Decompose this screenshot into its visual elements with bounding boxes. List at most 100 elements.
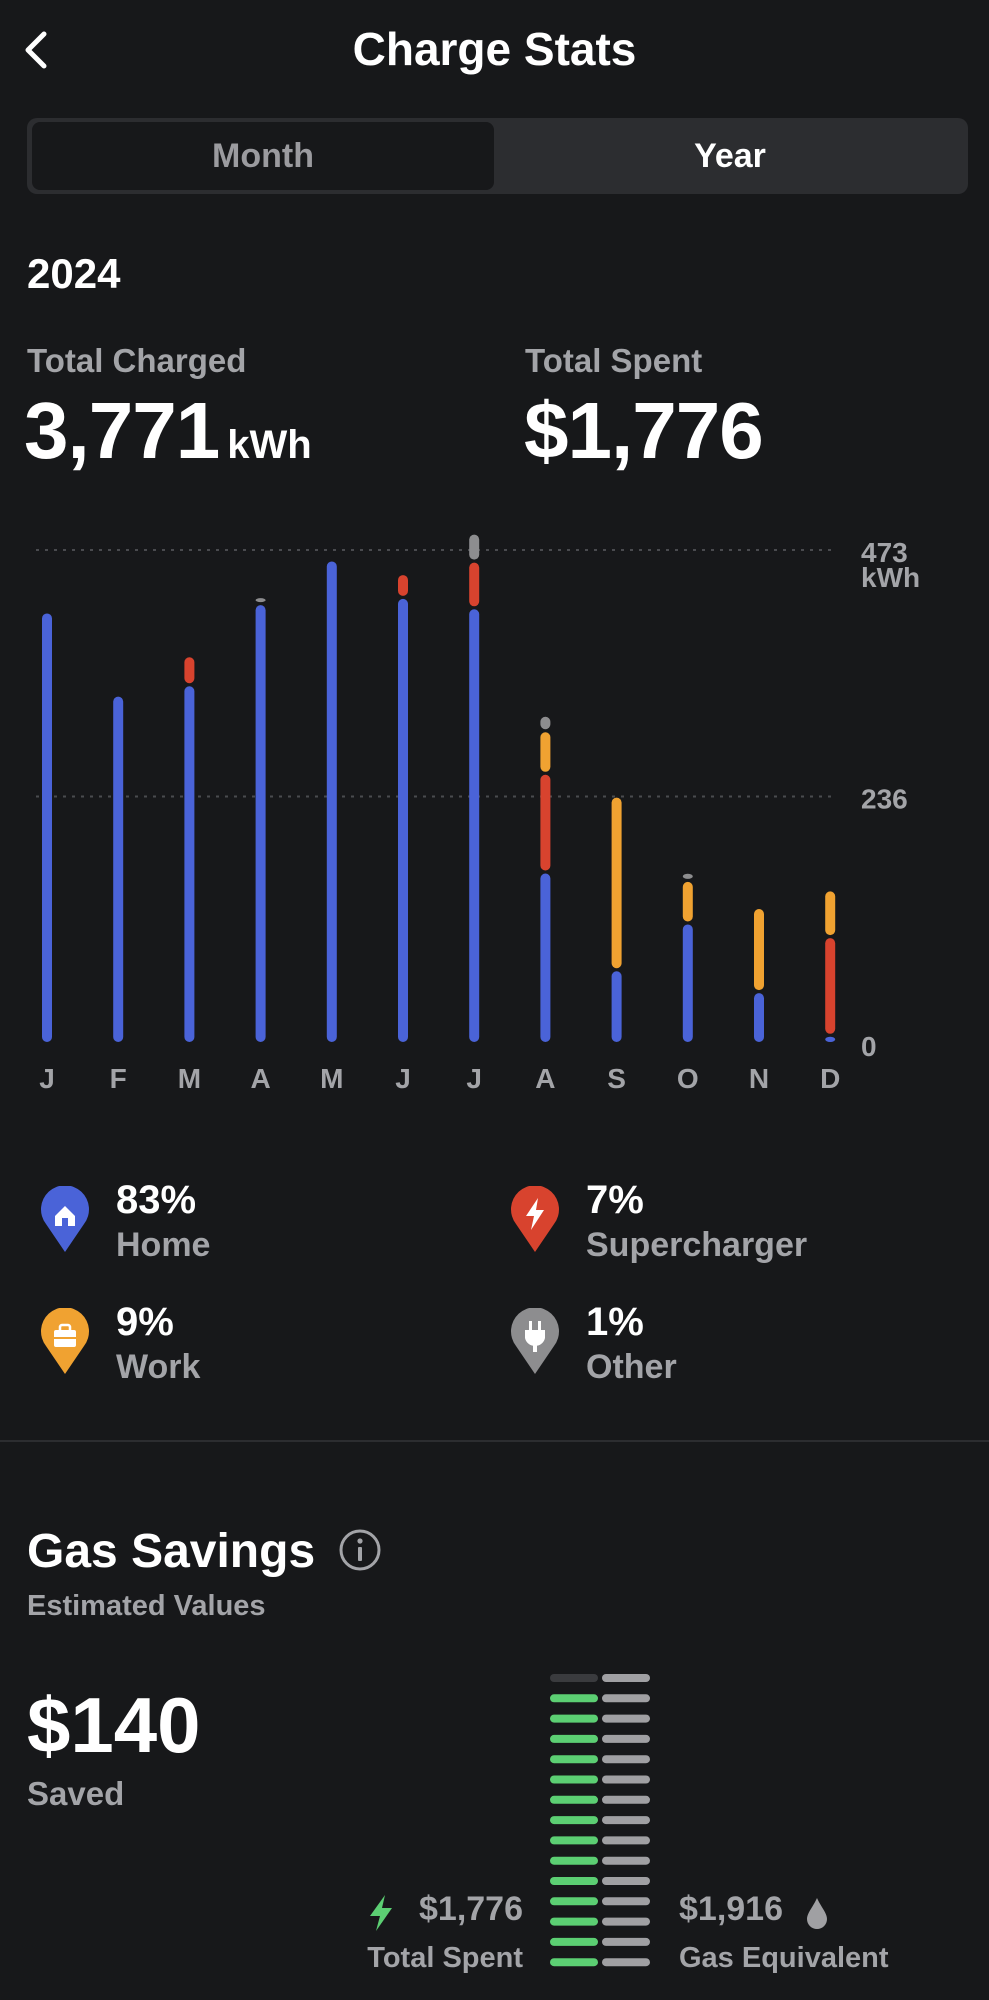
bar-segment-work bbox=[682, 881, 693, 922]
spent-bar-step bbox=[550, 1755, 598, 1764]
bar-segment-other bbox=[469, 534, 480, 560]
spent-bar-step bbox=[550, 1958, 598, 1967]
x-tick-label: M bbox=[320, 1063, 343, 1094]
gas-bar-step bbox=[602, 1836, 650, 1845]
bar-segment-other bbox=[540, 716, 551, 730]
total-charged-value: 3,771 kWh bbox=[24, 385, 312, 477]
spent-bar-step bbox=[550, 1937, 598, 1946]
x-tick-label: A bbox=[535, 1063, 555, 1094]
spent-bar-step bbox=[550, 1734, 598, 1743]
total-spent-caption: Total Spent bbox=[367, 1942, 523, 1974]
briefcase-icon bbox=[41, 1308, 89, 1374]
header: Charge Stats bbox=[0, 0, 989, 100]
spent-bar-step bbox=[550, 1917, 598, 1926]
segment-year[interactable]: Year bbox=[694, 137, 766, 175]
gas-bar-step bbox=[602, 1734, 650, 1743]
bar-segment-home bbox=[113, 696, 124, 1042]
saved-value: $140 bbox=[27, 1681, 201, 1769]
legend-home-pct: 83% bbox=[116, 1178, 197, 1222]
total-spent-value: $1,776 bbox=[524, 386, 764, 475]
gas-equivalent-caption: Gas Equivalent bbox=[679, 1942, 889, 1974]
home-icon bbox=[41, 1186, 89, 1252]
x-tick-label: J bbox=[39, 1063, 55, 1094]
page-title: Charge Stats bbox=[352, 23, 637, 75]
bar-segment-home bbox=[42, 613, 52, 1042]
legend-home-name: Home bbox=[116, 1226, 211, 1264]
x-tick-label: S bbox=[607, 1063, 626, 1094]
info-icon bbox=[339, 1529, 381, 1571]
monthly-charge-chart: 473 236 0 kWh J F M A M J J A S O N D bbox=[36, 534, 920, 1094]
y-tick-label: 0 bbox=[861, 1031, 877, 1062]
spent-bar-step bbox=[550, 1775, 598, 1784]
spent-bar-step bbox=[550, 1836, 598, 1845]
spent-bar-step bbox=[550, 1674, 598, 1682]
legend-supercharger-name: Supercharger bbox=[586, 1226, 808, 1264]
spent-bar-step bbox=[550, 1877, 598, 1885]
gas-bar-step bbox=[602, 1694, 650, 1703]
bar-segment-home bbox=[611, 971, 622, 1042]
plug-icon bbox=[511, 1308, 559, 1374]
gas-bar-step bbox=[602, 1714, 650, 1723]
bar-segment-supercharger bbox=[184, 657, 195, 684]
total-spent-label: Total Spent bbox=[525, 342, 703, 379]
y-tick-label: 236 bbox=[861, 784, 908, 815]
x-tick-label: O bbox=[677, 1063, 699, 1094]
x-tick-label: M bbox=[178, 1063, 201, 1094]
spent-bar-step bbox=[550, 1694, 598, 1703]
bar-segment-other bbox=[255, 598, 266, 603]
back-button[interactable] bbox=[18, 26, 58, 74]
legend-supercharger-pct: 7% bbox=[586, 1178, 644, 1222]
bar-segment-work bbox=[754, 908, 764, 991]
bar-segment-other bbox=[682, 873, 693, 879]
saved-label: Saved bbox=[27, 1775, 125, 1812]
total-charged-unit: kWh bbox=[227, 423, 312, 467]
gas-bar-step bbox=[602, 1917, 650, 1926]
total-spent-amount: $1,776 bbox=[419, 1890, 523, 1928]
bolt-icon bbox=[511, 1186, 559, 1252]
gas-bar-step bbox=[602, 1897, 650, 1906]
x-tick-label: A bbox=[250, 1063, 270, 1094]
gas-bar-step bbox=[602, 1856, 650, 1865]
legend-supercharger: 7% Supercharger bbox=[510, 1178, 910, 1278]
bar-segment-home bbox=[540, 873, 551, 1042]
bar-segment-home bbox=[255, 605, 266, 1042]
bar-segment-supercharger bbox=[398, 575, 408, 596]
total-charged-label: Total Charged bbox=[27, 342, 247, 379]
gas-equivalent-amount: $1,916 bbox=[679, 1890, 783, 1928]
x-tick-label: D bbox=[820, 1063, 840, 1094]
gas-bar-step bbox=[602, 1795, 650, 1804]
spent-bar-step bbox=[550, 1714, 598, 1723]
section-divider bbox=[0, 1440, 989, 1442]
gas-bar-step bbox=[602, 1755, 650, 1764]
spent-bar-step bbox=[550, 1816, 598, 1825]
bar-segment-home bbox=[184, 686, 195, 1042]
bar-segment-home bbox=[682, 924, 693, 1042]
gas-bar-step bbox=[602, 1877, 650, 1885]
total-charged-number: 3,771 bbox=[24, 386, 220, 475]
legend-other: 1% Other bbox=[510, 1300, 910, 1400]
chevron-left-icon bbox=[25, 31, 47, 69]
info-button[interactable] bbox=[338, 1528, 382, 1572]
legend-other-name: Other bbox=[586, 1348, 677, 1386]
y-tick-label: 473 bbox=[861, 537, 908, 568]
segment-month[interactable]: Month bbox=[32, 122, 494, 190]
period-segmented-control: Month Year bbox=[27, 118, 968, 194]
x-tick-label: J bbox=[466, 1063, 482, 1094]
bar-segment-supercharger bbox=[540, 774, 551, 871]
bar-segment-home bbox=[754, 993, 764, 1042]
gas-bar-step bbox=[602, 1958, 650, 1967]
legend-work-name: Work bbox=[116, 1348, 201, 1386]
gas-savings-subtitle: Estimated Values bbox=[27, 1590, 266, 1622]
gas-bar-step bbox=[602, 1937, 650, 1946]
bar-segment-home bbox=[825, 1036, 836, 1042]
bar-segment-work bbox=[540, 732, 551, 772]
gas-comparison-bars bbox=[550, 1674, 650, 1967]
gas-bar-step bbox=[602, 1775, 650, 1784]
bar-segment-work bbox=[825, 891, 836, 936]
fuel-drop-icon bbox=[807, 1898, 827, 1929]
gas-bar-step bbox=[602, 1674, 650, 1682]
gas-bar-step bbox=[602, 1816, 650, 1825]
x-tick-label: N bbox=[749, 1063, 769, 1094]
legend-work: 9% Work bbox=[40, 1300, 440, 1400]
bar-segment-home bbox=[398, 598, 408, 1042]
